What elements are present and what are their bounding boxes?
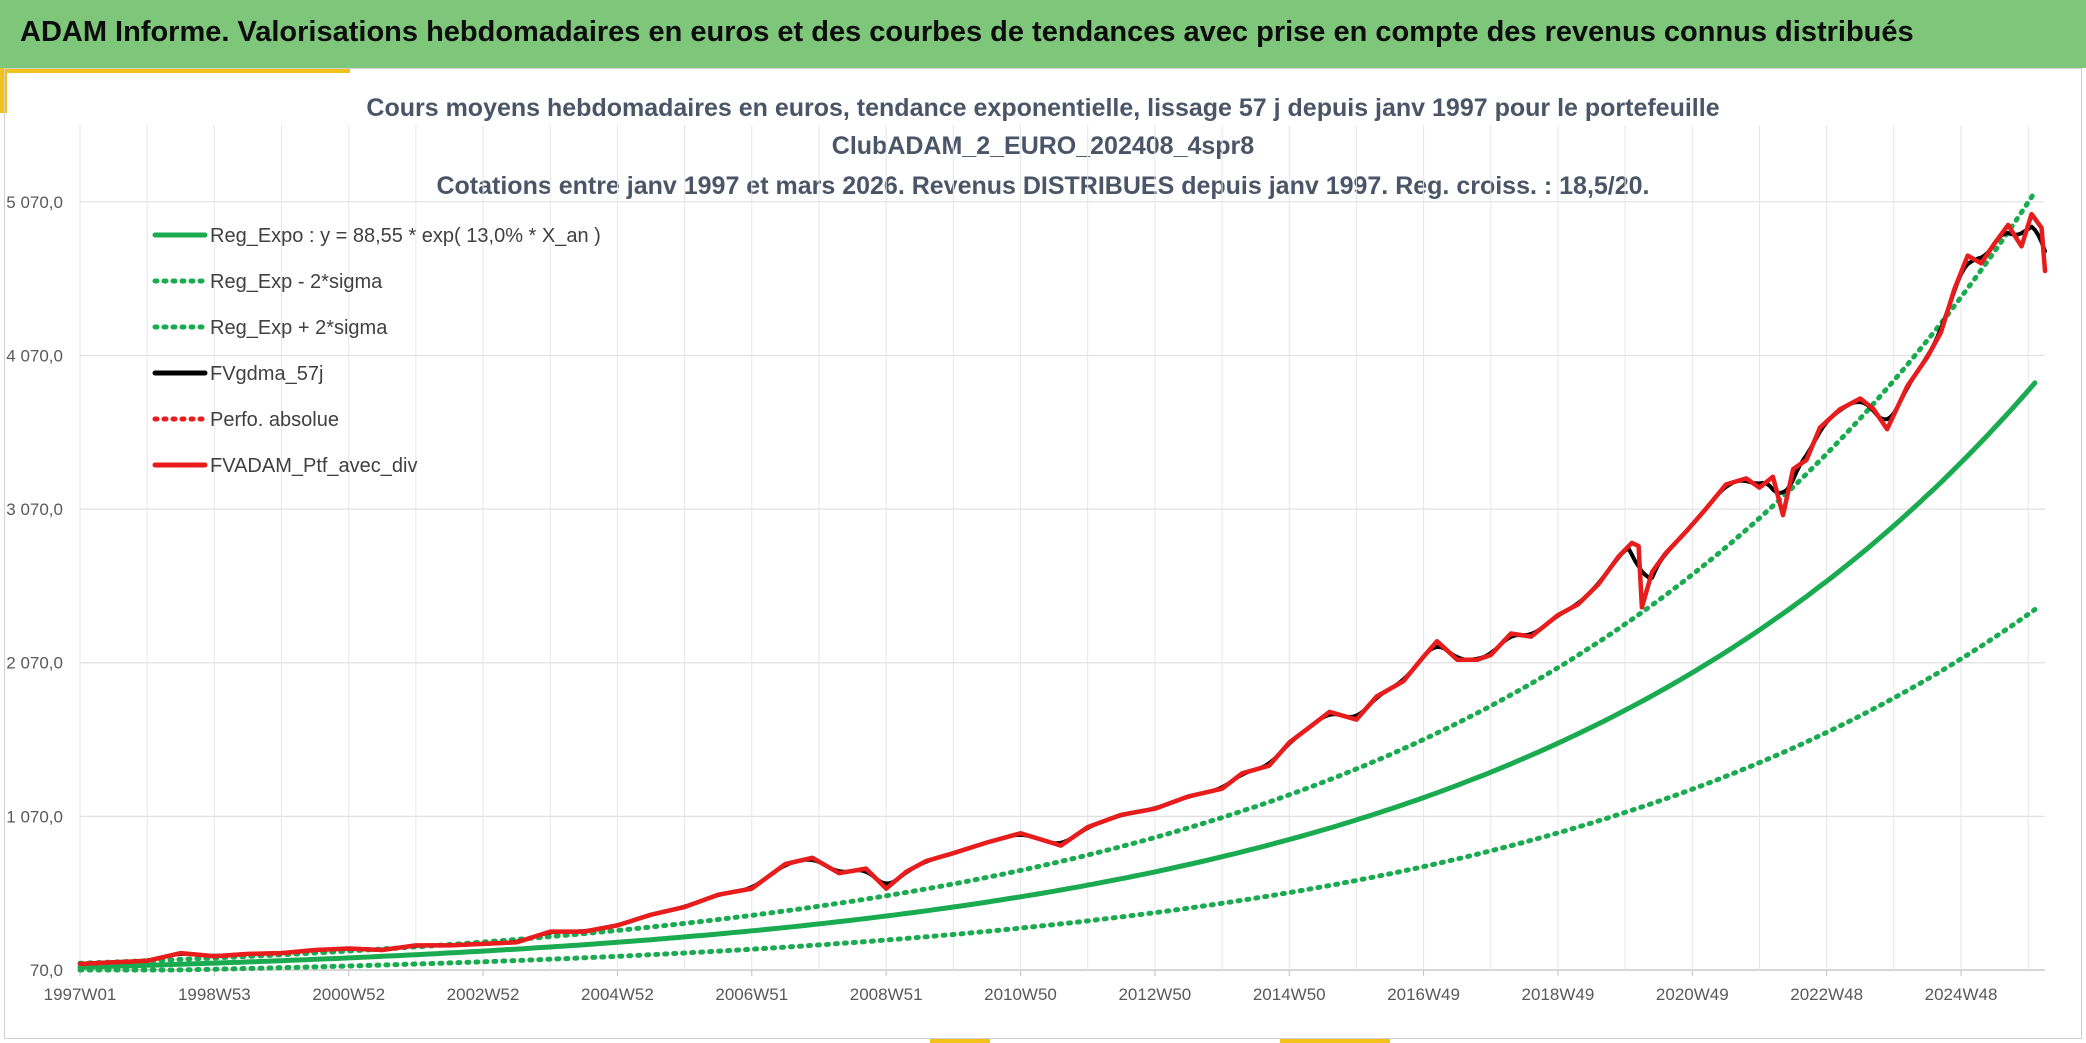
accent-bar-left <box>0 68 7 113</box>
chart-title-line-3: Cotations entre janv 1997 et mars 2026. … <box>436 172 1650 200</box>
accent-bar-top <box>0 68 350 73</box>
x-tick-label: 2014W50 <box>1253 985 1326 1004</box>
x-tick-label: 1997W01 <box>44 985 117 1004</box>
chart-frame <box>4 68 2082 1039</box>
x-tick-label: 2024W48 <box>1925 985 1998 1004</box>
accent-bar-bottom-2 <box>1280 1038 1390 1043</box>
series-line-price <box>77 211 2048 967</box>
y-tick-label: 3 070,0 <box>6 500 63 519</box>
y-tick-label: 4 070,0 <box>6 346 63 365</box>
header-banner: ADAM Informe. Valorisations hebdomadaire… <box>0 0 2086 68</box>
x-tick-label: 2000W52 <box>312 985 385 1004</box>
x-tick-label: 2012W50 <box>1118 985 1191 1004</box>
series-line-reg-high <box>77 189 2038 966</box>
legend-label: Reg_Exp + 2*sigma <box>210 317 388 339</box>
x-tick-label: 2004W52 <box>581 985 654 1004</box>
x-tick-label: 2006W51 <box>715 985 788 1004</box>
chart-title-line-2: ClubADAM_2_EURO_202408_4spr8 <box>831 132 1255 160</box>
series-line-reg-low <box>77 607 2038 973</box>
legend-label: FVgdma_57j <box>210 363 323 385</box>
chart-title-line-1: Cours moyens hebdomadaires en euros, ten… <box>366 94 1720 122</box>
x-tick-label: 2010W50 <box>984 985 1057 1004</box>
y-tick-label: 70,0 <box>30 961 63 980</box>
x-tick-label: 1998W53 <box>178 985 251 1004</box>
legend-label: Reg_Expo : y = 88,55 * exp( 13,0% * X_an… <box>210 225 601 247</box>
legend-label: Perfo. absolue <box>210 409 339 431</box>
x-tick-label: 2018W49 <box>1522 985 1595 1004</box>
x-tick-label: 2020W49 <box>1656 985 1729 1004</box>
legend-label: Reg_Exp - 2*sigma <box>210 271 383 293</box>
accent-bar-bottom-1 <box>930 1038 990 1043</box>
x-tick-label: 2002W52 <box>447 985 520 1004</box>
y-tick-label: 2 070,0 <box>6 654 63 673</box>
page-title: ADAM Informe. Valorisations hebdomadaire… <box>20 16 1914 48</box>
x-tick-label: 2008W51 <box>850 985 923 1004</box>
y-tick-label: 1 070,0 <box>6 807 63 826</box>
x-tick-label: 2022W48 <box>1790 985 1863 1004</box>
legend-label: FVADAM_Ptf_avec_div <box>210 455 418 477</box>
y-tick-label: 5 070,0 <box>6 193 63 212</box>
series-line-reg <box>77 380 2038 970</box>
x-tick-label: 2016W49 <box>1387 985 1460 1004</box>
